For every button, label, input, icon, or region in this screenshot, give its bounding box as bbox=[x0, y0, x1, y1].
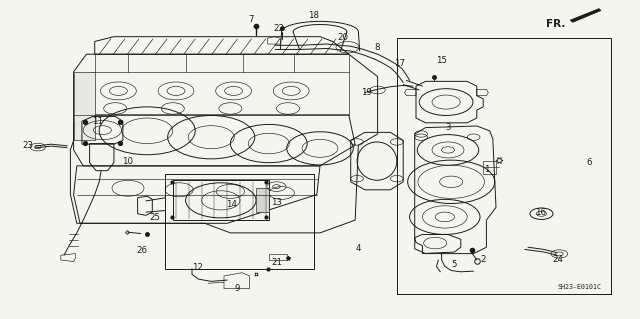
Text: 15: 15 bbox=[436, 56, 447, 65]
Text: 2: 2 bbox=[481, 256, 486, 264]
Text: 6: 6 bbox=[586, 158, 591, 167]
Text: FR.: FR. bbox=[546, 19, 565, 29]
Polygon shape bbox=[74, 72, 95, 140]
Text: 9: 9 bbox=[234, 284, 239, 293]
Text: 7: 7 bbox=[248, 15, 253, 24]
Text: 4: 4 bbox=[356, 244, 361, 253]
Text: 25: 25 bbox=[149, 213, 161, 222]
Text: 10: 10 bbox=[122, 157, 134, 166]
Text: 18: 18 bbox=[308, 11, 319, 20]
Text: 3: 3 bbox=[445, 123, 451, 132]
Text: 5: 5 bbox=[452, 260, 457, 269]
Text: 22: 22 bbox=[273, 24, 284, 33]
Text: 24: 24 bbox=[552, 255, 564, 263]
Text: 20: 20 bbox=[337, 33, 348, 42]
Text: 19: 19 bbox=[361, 88, 371, 97]
Text: 13: 13 bbox=[271, 198, 282, 207]
Text: 1: 1 bbox=[484, 165, 489, 174]
Polygon shape bbox=[256, 188, 269, 212]
Text: SH23-E0101C: SH23-E0101C bbox=[557, 284, 602, 290]
Text: 8: 8 bbox=[375, 43, 380, 52]
Text: 17: 17 bbox=[394, 59, 406, 68]
Text: 14: 14 bbox=[226, 200, 237, 209]
Text: 11: 11 bbox=[92, 117, 104, 126]
Text: 21: 21 bbox=[271, 258, 282, 267]
Text: 12: 12 bbox=[191, 263, 203, 272]
Polygon shape bbox=[570, 9, 601, 22]
Text: 16: 16 bbox=[535, 208, 547, 217]
Text: 26: 26 bbox=[136, 246, 148, 255]
Text: 23: 23 bbox=[22, 141, 33, 150]
